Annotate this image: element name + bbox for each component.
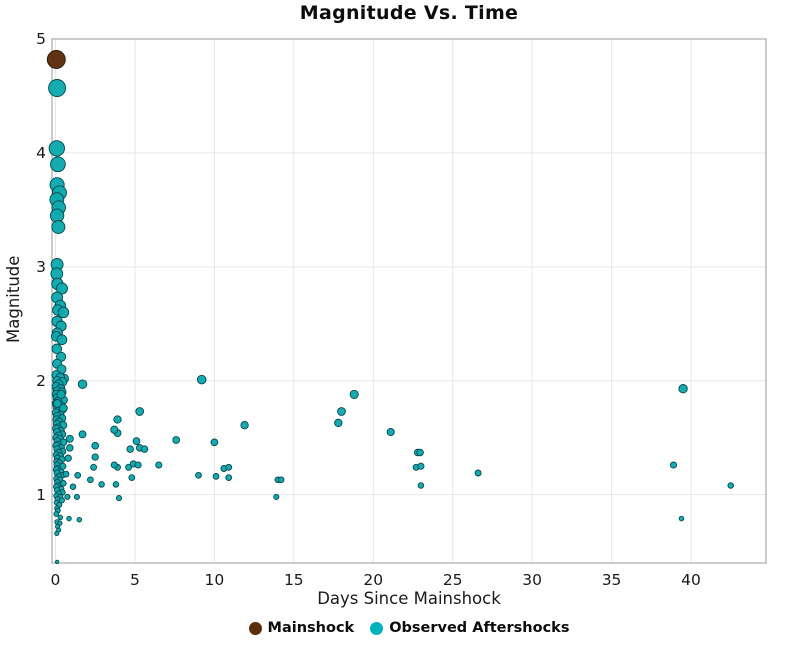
aftershock-point	[155, 461, 163, 469]
aftershock-point	[334, 418, 343, 428]
chart-legend: Mainshock Observed Aftershocks	[52, 620, 766, 636]
aftershock-point	[59, 403, 68, 413]
aftershock-point	[678, 384, 688, 394]
legend-label-mainshock: Mainshock	[267, 620, 355, 636]
aftershock-point	[53, 511, 60, 517]
y-tick-label: 2	[36, 371, 46, 390]
aftershock-point	[172, 436, 181, 444]
aftershock-point	[77, 379, 88, 389]
aftershock-point	[52, 399, 62, 408]
aftershock-point	[58, 497, 65, 504]
x-tick-label: 30	[522, 571, 542, 589]
aftershock-point	[56, 334, 68, 346]
aftershock-point	[57, 514, 64, 521]
aftershock-point	[64, 454, 72, 462]
y-tick-label: 4	[36, 143, 46, 162]
legend-label-aftershocks: Observed Aftershocks	[389, 620, 570, 636]
legend-item-aftershocks: Observed Aftershocks	[370, 620, 569, 636]
aftershock-point	[678, 515, 685, 522]
aftershock-point	[225, 474, 233, 481]
aftershock-point	[112, 481, 120, 488]
aftershock-point	[212, 473, 220, 480]
mainshock-point	[46, 50, 66, 69]
aftershock-point	[240, 421, 249, 430]
aftershock-point	[474, 469, 482, 477]
x-tick-label: 25	[442, 571, 463, 589]
aftershock-point	[128, 474, 136, 481]
aftershock-point	[196, 374, 207, 385]
aftershock-point	[56, 389, 66, 399]
x-axis-label: Days Since Mainshock	[317, 589, 501, 608]
aftershock-point	[273, 493, 280, 500]
aftershock-point	[417, 462, 425, 470]
aftershock-point	[48, 79, 67, 97]
y-tick-label: 1	[36, 485, 46, 504]
x-tick-label: 35	[601, 571, 622, 589]
aftershocks-swatch-icon	[370, 621, 384, 635]
aftershock-point	[417, 482, 425, 489]
aftershock-point	[140, 445, 149, 453]
x-tick-label: 5	[129, 571, 140, 589]
aftershock-point	[115, 495, 123, 502]
aftershock-point	[91, 453, 99, 461]
aftershock-point	[78, 430, 87, 439]
aftershock-point	[74, 471, 82, 479]
aftershock-point	[66, 515, 72, 522]
aftershock-point	[90, 463, 98, 471]
aftershock-point	[60, 480, 67, 487]
panel-border	[51, 38, 767, 564]
aftershock-point	[349, 389, 359, 399]
aftershock-point	[669, 461, 678, 469]
aftershock-point	[54, 530, 60, 536]
aftershock-point	[69, 483, 77, 490]
aftershock-point	[210, 438, 219, 447]
mainshock-swatch-icon	[248, 621, 262, 635]
aftershock-point	[64, 493, 71, 500]
aftershock-point	[135, 407, 145, 416]
aftershock-point	[110, 461, 118, 469]
aftershock-point	[50, 156, 66, 173]
aftershock-point	[134, 461, 142, 469]
chart-title: Magnitude Vs. Time	[299, 2, 519, 24]
aftershock-point	[132, 437, 141, 445]
aftershock-point	[73, 493, 80, 500]
aftershock-point	[225, 463, 233, 471]
aftershock-point	[110, 425, 119, 434]
legend-item-mainshock: Mainshock	[248, 620, 355, 636]
x-tick-label: 15	[283, 571, 304, 589]
y-tick-label: 5	[36, 30, 46, 48]
aftershock-point	[195, 471, 202, 479]
aftershock-point	[66, 444, 74, 452]
aftershock-point	[65, 434, 74, 443]
aftershock-point	[54, 559, 60, 565]
aftershock-point	[87, 476, 94, 484]
aftershock-point	[91, 441, 100, 450]
aftershock-point	[113, 415, 122, 424]
x-tick-label: 0	[50, 571, 61, 589]
y-tick-label: 3	[36, 257, 46, 276]
aftershock-point	[98, 481, 105, 488]
aftershock-point	[57, 306, 70, 319]
aftershock-point	[126, 445, 134, 453]
aftershock-point	[125, 463, 133, 471]
aftershock-point	[62, 470, 70, 478]
aftershock-point	[337, 407, 346, 416]
aftershock-point	[76, 516, 83, 523]
x-tick-label: 10	[204, 571, 225, 589]
aftershock-point	[386, 427, 395, 437]
aftershock-point	[416, 448, 424, 457]
aftershock-point	[51, 343, 63, 355]
aftershock-point	[48, 140, 65, 157]
x-tick-label: 40	[681, 571, 701, 589]
aftershock-point	[727, 482, 734, 489]
aftershock-point	[277, 476, 285, 484]
aftershock-point	[51, 220, 66, 234]
x-tick-label: 20	[363, 571, 384, 589]
